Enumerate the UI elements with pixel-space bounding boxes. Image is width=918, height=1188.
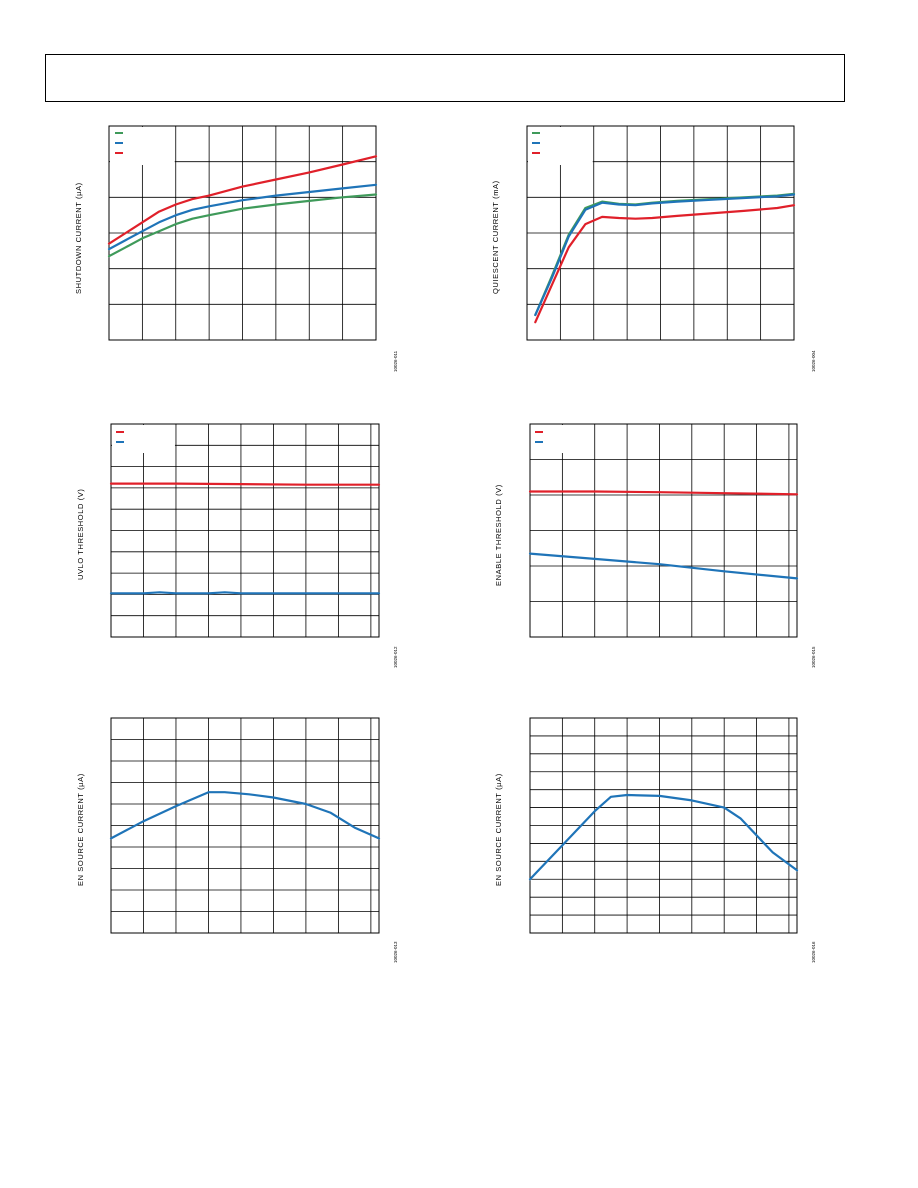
series-line-blue [528, 552, 799, 580]
series-line-blue [107, 183, 378, 251]
series-line-blue [109, 591, 381, 595]
plot-frame [110, 423, 380, 638]
series-line-red [109, 482, 381, 486]
series-line-red [534, 204, 796, 324]
series-line-green [107, 193, 378, 258]
plot-frame [110, 717, 380, 934]
plot-frame [529, 423, 798, 638]
page-header-box [45, 54, 845, 102]
plot-frame [526, 125, 795, 341]
series-line-red [107, 155, 378, 245]
plot-frame [529, 717, 798, 934]
series-line-blue [528, 793, 799, 881]
series-line-red [528, 490, 799, 496]
legend-box [531, 425, 594, 453]
plot-frame [108, 125, 377, 341]
series-line-blue [534, 193, 796, 317]
series-line-blue [109, 791, 381, 840]
legend-box [112, 425, 175, 453]
